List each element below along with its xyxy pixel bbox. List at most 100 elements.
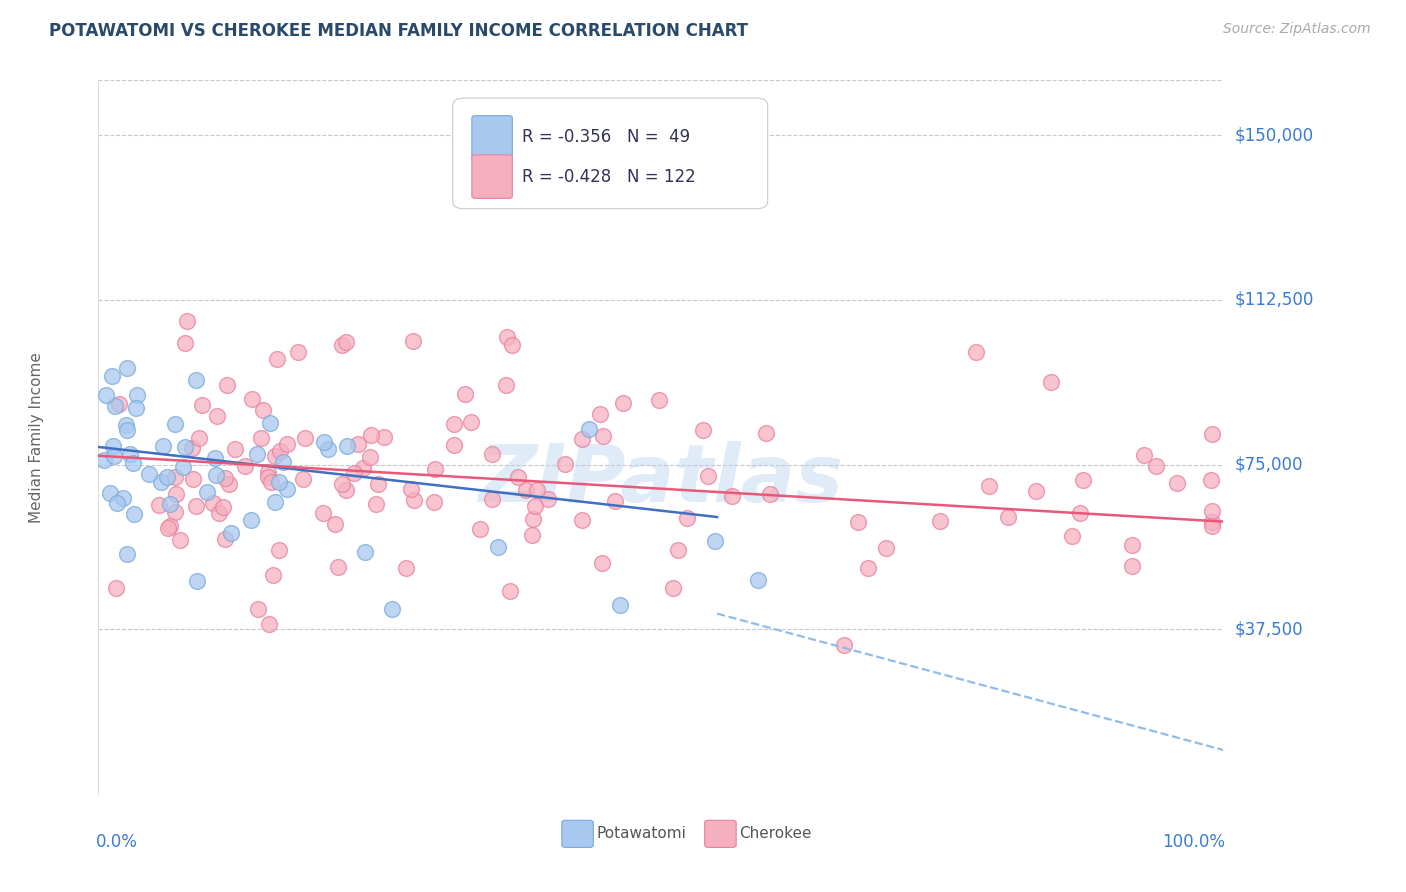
Point (187, 431, 209, 445)
Point (163, 470, 186, 484)
Point (423, 495, 446, 509)
Point (169, 533, 191, 547)
Point (373, 430, 395, 444)
Point (105, 581, 128, 595)
Point (224, 442, 246, 456)
Point (1025, 484, 1047, 499)
Point (330, 477, 353, 491)
Point (323, 516, 346, 531)
Point (94, 388, 117, 402)
Point (423, 462, 446, 476)
Point (832, 638, 855, 652)
Point (928, 514, 950, 528)
Point (486, 540, 509, 554)
FancyBboxPatch shape (472, 116, 512, 159)
Point (103, 400, 125, 414)
Point (312, 435, 335, 450)
Point (1069, 506, 1091, 520)
Point (592, 429, 614, 443)
Point (692, 423, 714, 437)
Point (704, 534, 727, 549)
Point (501, 338, 523, 352)
Point (267, 543, 290, 558)
Point (257, 465, 280, 479)
Point (122, 456, 145, 470)
Point (856, 561, 879, 575)
Point (205, 409, 228, 423)
FancyBboxPatch shape (704, 821, 737, 847)
Point (115, 547, 138, 561)
Point (181, 441, 204, 455)
Point (1062, 529, 1084, 543)
Point (526, 483, 548, 497)
Point (205, 468, 228, 483)
Point (326, 560, 349, 574)
Point (219, 526, 242, 541)
Point (252, 403, 274, 417)
Point (647, 392, 669, 407)
Point (259, 416, 281, 430)
Point (148, 498, 170, 512)
Point (149, 475, 172, 489)
Point (330, 338, 353, 352)
Point (159, 497, 181, 511)
Point (214, 471, 236, 485)
Point (697, 469, 720, 483)
Point (1121, 558, 1143, 573)
Point (115, 360, 138, 375)
Text: Potawatomi: Potawatomi (596, 826, 686, 841)
Point (571, 513, 593, 527)
Point (101, 369, 124, 384)
Text: Source: ZipAtlas.com: Source: ZipAtlas.com (1223, 22, 1371, 37)
Text: Median Family Income: Median Family Income (30, 351, 44, 523)
Point (267, 475, 290, 490)
Point (118, 447, 141, 461)
Point (184, 499, 207, 513)
Point (1201, 519, 1223, 533)
Point (311, 506, 333, 520)
Text: $150,000: $150,000 (1234, 126, 1313, 145)
Point (495, 378, 517, 392)
Point (172, 460, 194, 475)
Point (204, 451, 226, 466)
Point (402, 493, 425, 508)
Point (755, 426, 778, 441)
Point (676, 510, 699, 524)
Point (195, 485, 218, 500)
Point (460, 416, 482, 430)
Text: $37,500: $37,500 (1234, 620, 1303, 638)
Point (269, 444, 291, 458)
Point (470, 522, 492, 536)
Point (1201, 504, 1223, 518)
Point (263, 494, 285, 508)
Point (292, 472, 315, 486)
Point (875, 541, 897, 555)
Point (201, 495, 224, 509)
Point (184, 373, 207, 387)
Point (176, 314, 198, 328)
Point (336, 439, 359, 453)
Point (266, 352, 288, 367)
Point (401, 482, 423, 496)
Point (1199, 473, 1222, 487)
Point (443, 438, 465, 452)
Point (520, 528, 543, 542)
Point (122, 507, 145, 521)
Point (352, 461, 374, 475)
Point (105, 496, 128, 510)
Point (163, 417, 186, 431)
Point (138, 467, 160, 482)
Point (294, 431, 316, 445)
Text: Cherokee: Cherokee (740, 826, 813, 841)
Point (287, 344, 309, 359)
Point (997, 509, 1019, 524)
Point (107, 397, 129, 411)
Point (260, 475, 283, 490)
Point (316, 442, 339, 457)
Point (98, 486, 121, 500)
Point (346, 437, 368, 451)
Point (152, 439, 174, 453)
Point (1132, 449, 1154, 463)
Point (571, 432, 593, 446)
Point (214, 533, 236, 547)
